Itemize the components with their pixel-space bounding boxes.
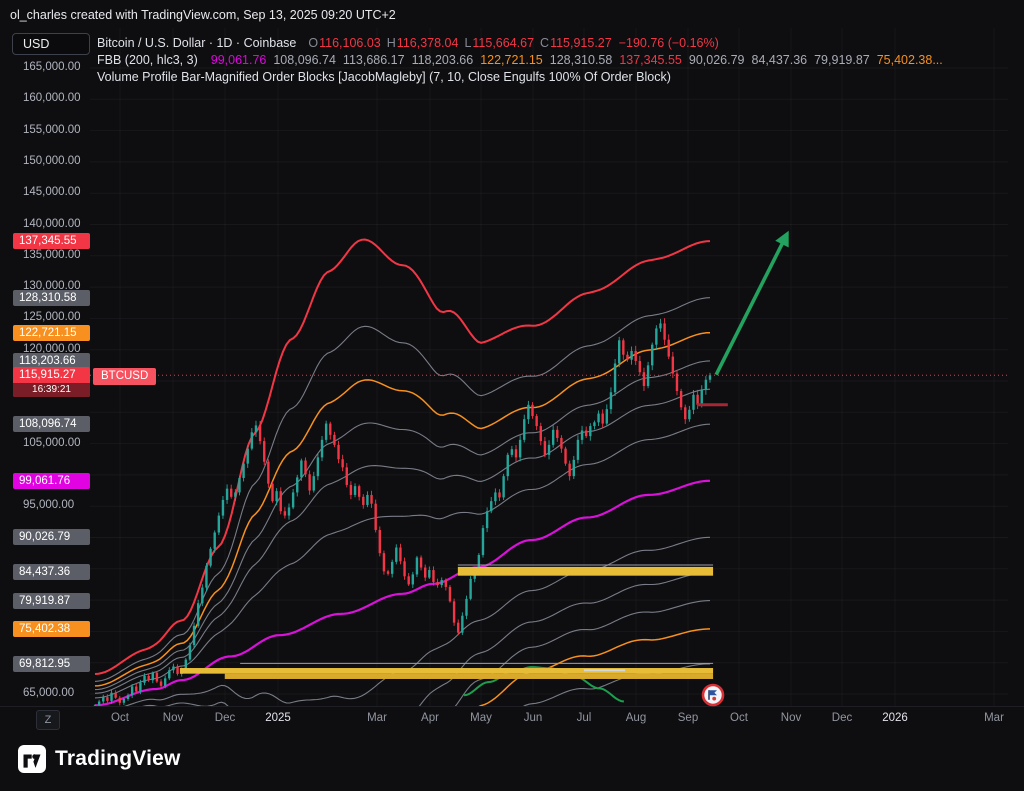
fbb-value: 84,437.36 — [751, 53, 808, 67]
ohlc-letter: H — [386, 36, 396, 50]
footer-bar: TradingView — [0, 735, 1024, 791]
fbb-value: 137,345.55 — [619, 53, 682, 67]
time-axis-label: Dec — [831, 712, 853, 724]
order-block[interactable] — [179, 668, 714, 674]
price-axis-label: 145,000.00 — [23, 186, 81, 199]
currency-button[interactable]: USD — [12, 33, 90, 55]
price-level-badge: 84,437.36 — [13, 564, 90, 581]
tradingview-logo[interactable]: TradingView — [18, 745, 181, 773]
fbb-value: 122,721.15 — [480, 53, 543, 67]
symbol-title: Bitcoin / U.S. Dollar · 1D · Coinbase — [97, 36, 297, 50]
candles-layer — [93, 318, 712, 706]
symbol-legend-row[interactable]: Bitcoin / U.S. Dollar · 1D · Coinbase O11… — [97, 36, 719, 52]
grid-layer — [90, 67, 1008, 695]
fbb-title: FBB (200, hlc3, 3) — [97, 53, 198, 67]
z-badge[interactable]: Z — [36, 710, 60, 730]
time-axis-label: Mar — [984, 712, 1004, 724]
time-axis-separator — [0, 706, 1024, 707]
time-axis-label: 2026 — [882, 712, 908, 724]
price-level-badge: 137,345.55 — [13, 233, 90, 250]
time-axis-label: 2025 — [265, 712, 291, 724]
fbb-basis-line — [94, 479, 711, 706]
tradingview-logo-icon — [18, 745, 46, 773]
fbb-value: 99,061.76 — [210, 53, 267, 67]
fbb-value: 75,402.38... — [876, 53, 943, 67]
current-price-value: 115,915.27 — [13, 367, 90, 383]
time-axis-label: Jul — [576, 712, 592, 724]
volume-profile-title: Volume Profile Bar-Magnified Order Block… — [97, 70, 671, 84]
plot-layer — [90, 67, 1008, 706]
order-blocks-layer — [179, 564, 714, 679]
price-level-badge: 75,402.38 — [13, 620, 90, 637]
fbb-value: 79,919.87 — [814, 53, 870, 67]
time-axis-label: Nov — [780, 712, 802, 724]
price-axis-label: 165,000.00 — [23, 61, 81, 73]
price-axis-label: 140,000.00 — [23, 217, 81, 230]
attribution-text: ol_charles created with TradingView.com,… — [10, 8, 396, 22]
symbol-price-tag: BTCUSD — [93, 368, 157, 385]
attribution-bar: ol_charles created with TradingView.com,… — [0, 0, 1024, 28]
fbb-value: 113,686.17 — [342, 53, 405, 67]
price-level-badge: 99,061.76 — [13, 472, 90, 489]
price-axis-label: 130,000.00 — [23, 280, 81, 293]
time-axis-label: May — [470, 712, 492, 724]
time-axis-label: Nov — [162, 712, 184, 724]
price-level-badge: 128,310.58 — [13, 289, 90, 306]
tradingview-wordmark: TradingView — [55, 747, 181, 770]
price-level-badge: 108,096.74 — [13, 416, 90, 433]
time-axis-label: Mar — [367, 712, 387, 724]
fbb-legend-row[interactable]: FBB (200, hlc3, 3) 99,061.76 108,096.74 113… — [97, 53, 943, 69]
up-arrow-drawing[interactable] — [714, 230, 789, 376]
price-axis-label: 155,000.00 — [23, 123, 81, 136]
price-level-badge: 122,721.15 — [13, 324, 90, 341]
flag-sticker-icon[interactable] — [701, 683, 725, 707]
order-block[interactable] — [224, 673, 714, 679]
green-band-line — [463, 666, 625, 703]
fbb-value: 90,026.79 — [688, 53, 745, 67]
price-axis-label: 105,000.00 — [23, 436, 81, 449]
price-axis-label: 135,000.00 — [23, 248, 81, 261]
time-axis-label: Oct — [111, 712, 129, 724]
price-axis-label: 95,000.00 — [23, 499, 75, 512]
fbb-value: 128,310.58 — [549, 53, 613, 67]
price-axis-label: 160,000.00 — [23, 92, 81, 105]
fbb-bands-layer — [94, 238, 711, 706]
time-axis-label: Sep — [677, 712, 699, 724]
fbb-value: 118,203.66 — [411, 53, 474, 67]
price-axis-label: 125,000.00 — [23, 311, 81, 324]
ohlc-letter: C — [540, 36, 550, 50]
ohlc-value: 115,915.27 — [550, 36, 612, 50]
price-level-badge: 118,203.66 — [13, 352, 90, 369]
ohlc-letter: L — [464, 36, 472, 50]
ohlc-values: O116,106.03 H116,378.04 L115,664.67 C115,91… — [302, 36, 611, 50]
volume-profile-legend-row[interactable]: Volume Profile Bar-Magnified Order Block… — [97, 70, 677, 86]
order-block[interactable] — [457, 566, 714, 576]
time-axis-label: Aug — [625, 712, 647, 724]
ohlc-value: 115,664.67 — [472, 36, 535, 50]
price-axis-label: 65,000.00 — [23, 687, 75, 699]
price-axis-label: 120,000.00 — [23, 342, 81, 355]
bar-countdown: 16:39:21 — [13, 383, 90, 397]
fbb-values: 99,061.76 108,096.74 113,686.17 118,203.66 1… — [204, 53, 943, 67]
time-axis-label: Jun — [523, 712, 543, 724]
time-axis-label: Apr — [421, 712, 439, 724]
price-level-badge: 90,026.79 — [13, 529, 90, 546]
price-level-badge: 79,919.87 — [13, 592, 90, 609]
fbb-value: 108,096.74 — [273, 53, 336, 67]
ohlc-letter: O — [308, 36, 319, 50]
price-axis-label: 150,000.00 — [23, 154, 81, 167]
ohlc-value: 116,378.04 — [396, 36, 459, 50]
current-price-badge: 115,915.27 16:39:21 — [13, 367, 90, 397]
ohlc-value: 116,106.03 — [319, 36, 381, 50]
time-axis-label: Dec — [214, 712, 236, 724]
price-level-badge: 69,812.95 — [13, 655, 90, 672]
price-change: −190.76 (−0.16%) — [618, 36, 719, 50]
time-axis-label: Oct — [730, 712, 748, 724]
